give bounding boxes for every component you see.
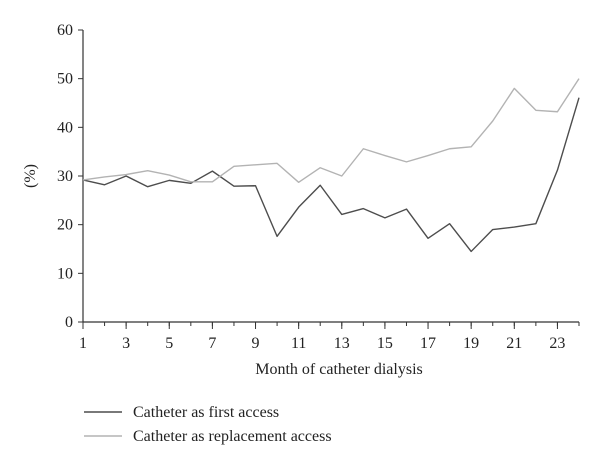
- y-tick-label: 0: [65, 314, 73, 331]
- x-tick-label: 23: [549, 335, 565, 352]
- x-tick-label: 17: [420, 335, 436, 352]
- x-axis-label: Month of catheter dialysis: [255, 361, 423, 378]
- y-tick-label: 30: [57, 168, 73, 185]
- x-tick-label: 19: [463, 335, 479, 352]
- x-tick-label: 21: [506, 335, 522, 352]
- x-tick-label: 9: [252, 335, 260, 352]
- y-tick-label: 10: [57, 265, 73, 282]
- x-tick-label: 5: [165, 335, 173, 352]
- y-axis-label: (%): [22, 164, 39, 188]
- x-tick-label: 1: [79, 335, 87, 352]
- legend: Catheter as first access Catheter as repl…: [84, 404, 332, 445]
- x-tick-label: 15: [377, 335, 393, 352]
- series-line-1: [82, 97, 580, 253]
- legend-label-2: Catheter as replacement access: [133, 428, 332, 445]
- y-tick-label: 20: [57, 217, 73, 234]
- series-line-2: [82, 78, 580, 184]
- legend-label-1: Catheter as first access: [133, 404, 279, 421]
- x-tick-label: 11: [291, 335, 306, 352]
- y-tick-label: 50: [57, 71, 73, 88]
- y-tick-label: 60: [57, 22, 73, 39]
- y-tick-label: 40: [57, 119, 73, 136]
- x-tick-label: 7: [208, 335, 216, 352]
- x-tick-label: 13: [334, 335, 350, 352]
- x-tick-label: 3: [122, 335, 130, 352]
- series-lines: [82, 78, 580, 253]
